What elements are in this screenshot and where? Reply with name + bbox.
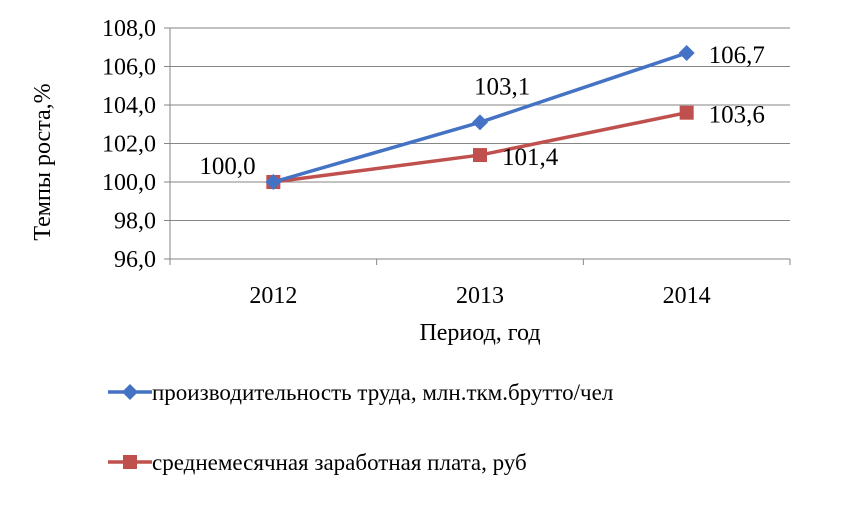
legend-entry: производительность труда, млн.ткм.брутто… xyxy=(108,380,613,405)
y-tick-label: 108,0 xyxy=(102,16,156,42)
y-tick-label: 100,0 xyxy=(102,170,156,196)
axes: 96,0 98,0 100,0 102,0 104,0 106,0 108,0 2012 201… xyxy=(102,16,791,309)
legend-marker xyxy=(123,455,137,469)
data-labels: 100,0 103,1 106,7 101,4 103,6 xyxy=(199,42,765,180)
x-tick-label: 2014 xyxy=(663,283,711,309)
x-axis-title: Период, год xyxy=(419,320,540,346)
legend-label: производительность труда, млн.ткм.брутто… xyxy=(152,380,613,405)
data-label: 103,1 xyxy=(474,73,530,100)
legend-marker xyxy=(122,384,138,400)
data-label: 100,0 xyxy=(199,153,255,180)
data-label: 101,4 xyxy=(502,144,559,171)
series xyxy=(265,45,695,190)
legend-label: среднемесячная заработная плата, руб xyxy=(152,450,527,475)
data-point xyxy=(679,105,694,120)
data-point xyxy=(472,114,488,131)
y-axis-title: Темпы роста,% xyxy=(30,83,56,240)
x-tick-label: 2012 xyxy=(249,283,297,309)
y-tick-label: 104,0 xyxy=(102,93,156,119)
y-tick-label: 102,0 xyxy=(102,132,156,158)
legend-entry: среднемесячная заработная плата, руб xyxy=(108,450,527,475)
legend: производительность труда, млн.ткм.брутто… xyxy=(108,380,613,475)
data-label: 103,6 xyxy=(709,102,765,129)
data-point xyxy=(473,148,487,163)
data-label: 106,7 xyxy=(709,42,765,69)
data-point xyxy=(265,174,282,190)
y-tick-label: 96,0 xyxy=(114,247,156,273)
x-tick-label: 2013 xyxy=(456,283,504,309)
data-point xyxy=(678,45,695,62)
y-tick-label: 98,0 xyxy=(114,209,156,235)
y-tick-label: 106,0 xyxy=(102,55,156,81)
